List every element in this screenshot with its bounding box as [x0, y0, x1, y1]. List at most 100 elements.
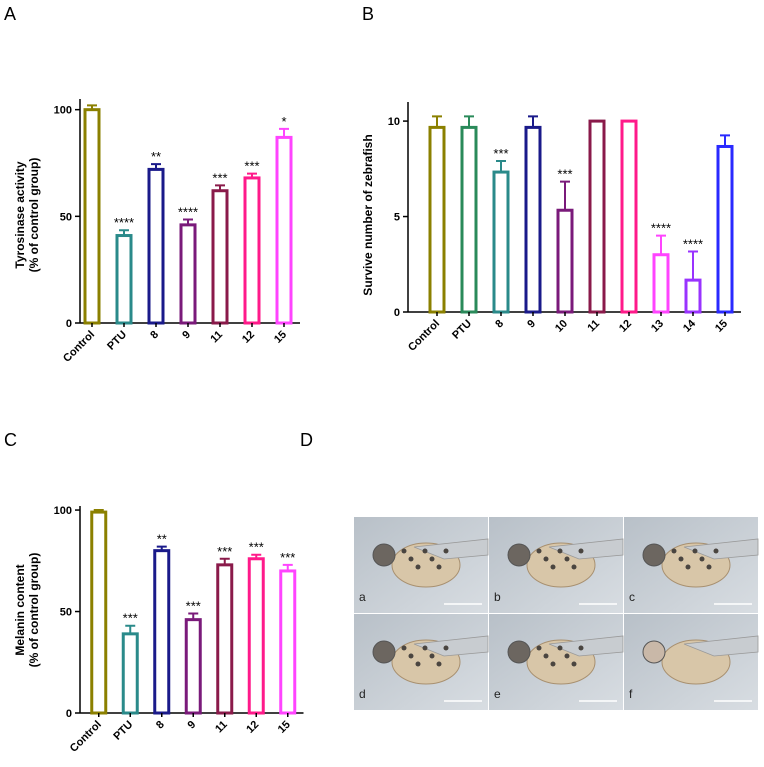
pigment [678, 556, 684, 562]
x-tick-label: 11 [208, 329, 225, 346]
pigment [443, 645, 449, 651]
bar [556, 208, 574, 314]
y-tick-label: 0 [66, 318, 72, 330]
pigment [692, 548, 698, 554]
pigment [578, 645, 584, 651]
significance-label: *** [244, 159, 259, 174]
significance-label: *** [557, 167, 572, 182]
x-tick-label: 14 [681, 317, 699, 335]
bar [684, 278, 702, 314]
pigment [564, 556, 570, 562]
panel-letter: D [300, 430, 313, 450]
panel-letter: B [362, 4, 374, 24]
significance-label: *** [123, 611, 138, 626]
error-bar [188, 612, 199, 620]
bar [115, 234, 133, 325]
bar [524, 125, 542, 314]
pigment [429, 556, 435, 562]
x-tick-label: PTU [111, 719, 135, 743]
x-tick-label: 9 [186, 719, 199, 732]
pigment [571, 661, 577, 667]
bar [620, 119, 638, 314]
bar [588, 119, 606, 314]
pigment [564, 653, 570, 659]
bar [716, 144, 734, 314]
pigment [571, 564, 577, 570]
significance-label: *** [186, 599, 201, 614]
fish-eye [642, 640, 666, 664]
fish-tail [413, 538, 489, 560]
image-grid: a b c d e f [354, 517, 759, 710]
x-tick-label: 12 [240, 329, 257, 346]
bar [83, 108, 101, 325]
significance-label: **** [178, 205, 198, 220]
image-label: e [494, 687, 501, 701]
pigment [713, 548, 719, 554]
x-tick-label: 12 [617, 318, 634, 335]
bar [428, 125, 446, 314]
significance-label: **** [683, 236, 703, 251]
significance-label: *** [217, 544, 232, 559]
error-bar [279, 127, 289, 138]
error-bar [432, 115, 442, 128]
x-tick-label: 8 [154, 719, 167, 732]
pigment [550, 564, 556, 570]
x-tick-label: 15 [713, 318, 730, 335]
pigment [578, 548, 584, 554]
significance-label: ** [157, 532, 167, 547]
error-bar [496, 159, 506, 173]
fish-tail [683, 635, 759, 657]
error-bar [219, 557, 230, 565]
x-tick-label: 9 [525, 318, 538, 331]
pigment [408, 653, 414, 659]
error-bar [183, 218, 193, 225]
image-label: b [494, 590, 501, 604]
panel-letter: A [4, 4, 16, 24]
significance-label: ** [151, 149, 161, 164]
error-bar [93, 509, 104, 513]
image-label: f [629, 687, 633, 701]
error-bar [247, 172, 257, 178]
error-bar [688, 250, 698, 281]
pigment [401, 645, 407, 651]
pigment [543, 556, 549, 562]
error-bar [464, 115, 474, 128]
fish-tail [548, 635, 624, 657]
significance-label: *** [249, 540, 264, 555]
error-bar [215, 184, 225, 191]
x-tick-label: 13 [649, 318, 666, 335]
x-tick-label: 15 [272, 329, 289, 346]
y-axis-label: (% of control group) [27, 553, 41, 668]
pigment [557, 548, 563, 554]
pigment [557, 645, 563, 651]
bar [153, 549, 171, 715]
y-tick-label: 100 [54, 105, 72, 117]
bar [279, 569, 297, 715]
y-tick-label: 100 [54, 505, 72, 517]
error-bar [720, 134, 730, 147]
x-tick-label: 10 [553, 318, 570, 335]
y-axis-label: Tyrosinase activity [13, 161, 27, 268]
pigment [422, 548, 428, 554]
panel-letter: C [4, 430, 17, 450]
pigment [699, 556, 705, 562]
pigment [685, 564, 691, 570]
fish-eye [372, 543, 396, 567]
error-bar [151, 163, 161, 170]
x-tick-label: Control [68, 719, 104, 755]
y-tick-label: 10 [388, 116, 400, 128]
error-bar [251, 553, 262, 559]
pigment [536, 548, 542, 554]
y-tick-label: 50 [60, 607, 72, 619]
fish-tail [548, 538, 624, 560]
fish-eye [372, 640, 396, 664]
error-bar [560, 180, 570, 211]
pigment [436, 661, 442, 667]
y-tick-label: 0 [66, 708, 72, 720]
significance-label: *** [493, 146, 508, 161]
error-bar [282, 563, 293, 571]
pigment [401, 548, 407, 554]
y-tick-label: 50 [60, 211, 72, 223]
pigment [429, 653, 435, 659]
